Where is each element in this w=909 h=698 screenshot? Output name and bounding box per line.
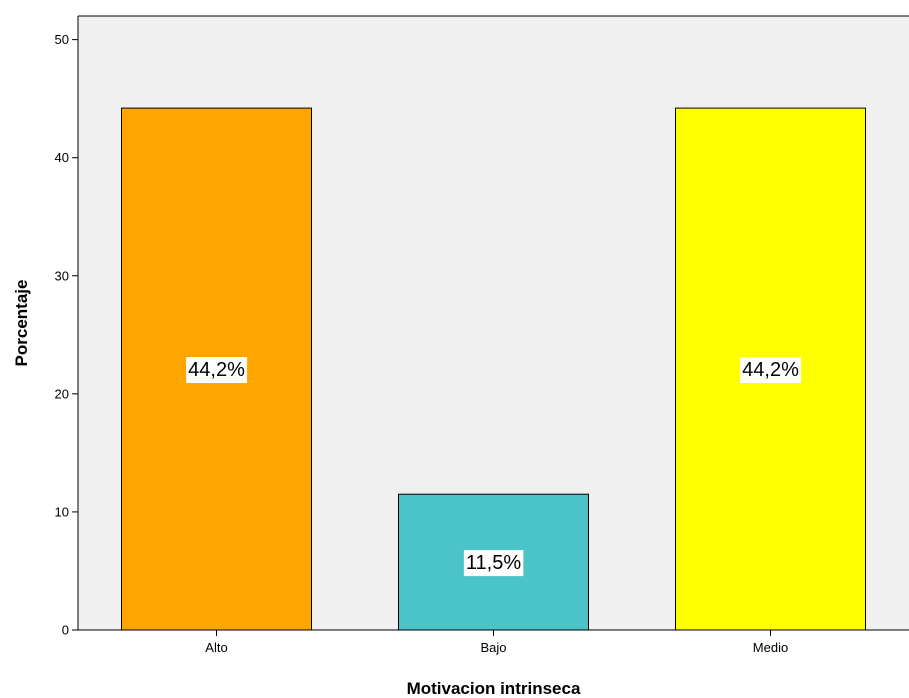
data-label: 44,2% bbox=[742, 359, 799, 381]
y-tick-label: 10 bbox=[55, 504, 69, 519]
y-tick-label: 40 bbox=[55, 150, 69, 165]
data-label-box bbox=[463, 550, 524, 577]
data-label-group: 11,5% bbox=[463, 550, 524, 577]
data-label-group: 44,2% bbox=[186, 357, 248, 384]
data-label-box bbox=[186, 357, 248, 384]
y-tick-label: 20 bbox=[55, 386, 69, 401]
data-labels-layer: 44,2% 11,5% 44,2% bbox=[186, 357, 802, 577]
y-axis-title: Porcentaje bbox=[12, 280, 31, 367]
y-tick-label: 30 bbox=[55, 268, 69, 283]
x-tick-label: Medio bbox=[753, 640, 788, 655]
data-label-box bbox=[740, 357, 802, 384]
y-tick-label: 0 bbox=[62, 623, 69, 638]
y-tick-label: 50 bbox=[55, 32, 69, 47]
x-tick-label: Bajo bbox=[480, 640, 506, 655]
data-label: 44,2% bbox=[188, 359, 245, 381]
x-ticks-layer: Alto Bajo Medio bbox=[205, 630, 788, 655]
x-tick-label: Alto bbox=[205, 640, 227, 655]
data-label: 11,5% bbox=[466, 552, 521, 574]
x-axis-title: Motivacion intrinseca bbox=[407, 679, 581, 698]
y-ticks-layer: 0 10 20 30 40 50 bbox=[55, 32, 78, 638]
data-label-group: 44,2% bbox=[740, 357, 802, 384]
